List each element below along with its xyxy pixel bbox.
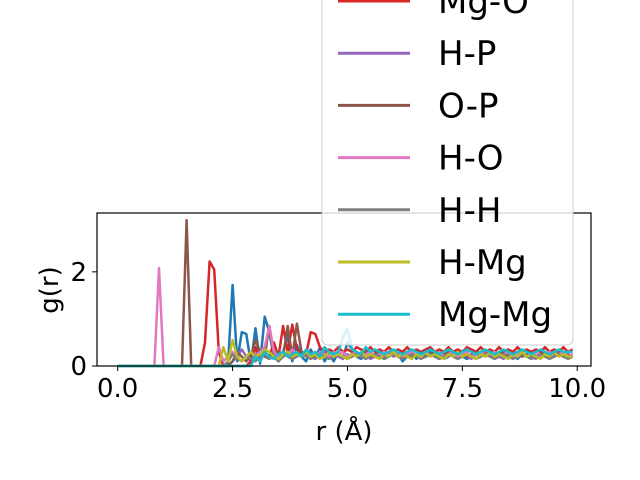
legend-label: H-O xyxy=(438,139,504,179)
x-tick-label: 0.0 xyxy=(97,374,138,404)
y-axis-label: g(r) xyxy=(35,266,65,313)
legend-box xyxy=(321,0,574,346)
y-tick-label: 0 xyxy=(70,352,87,382)
x-axis-label: r (Å) xyxy=(315,415,372,447)
x-tick-label: 10.0 xyxy=(548,374,606,404)
y-tick-label: 2 xyxy=(70,258,87,288)
x-tick-label: 7.5 xyxy=(442,374,483,404)
y-axis: 02 xyxy=(70,258,97,382)
x-axis: 0.0 2.5 5.0 7.5 10.0 xyxy=(97,366,606,404)
x-tick-label: 2.5 xyxy=(212,374,253,404)
legend-label: H-Mg xyxy=(438,243,527,283)
legend: Mg-O H-P O-P H-O H-H H-Mg Mg-Mg xyxy=(321,0,574,346)
legend-label: H-H xyxy=(438,191,501,231)
legend-label: O-P xyxy=(438,86,498,126)
legend-label: Mg-Mg xyxy=(438,295,552,335)
legend-label: H-P xyxy=(438,34,496,74)
x-tick-label: 5.0 xyxy=(327,374,368,404)
legend-label: Mg-O xyxy=(438,0,529,22)
